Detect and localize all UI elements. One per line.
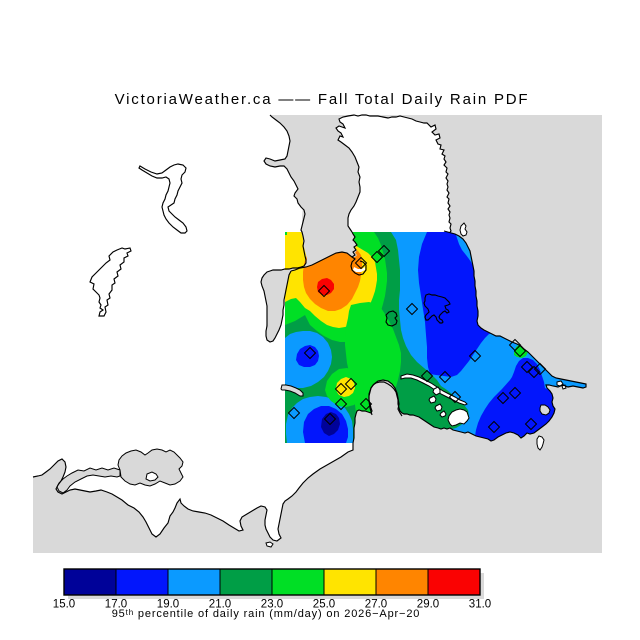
svg-text:VictoriaWeather.ca —— Fall Tot: VictoriaWeather.ca —— Fall Total Daily R… bbox=[115, 91, 530, 108]
svg-text:19.0: 19.0 bbox=[157, 599, 179, 611]
svg-text:21.0: 21.0 bbox=[209, 599, 231, 611]
svg-text:29.0: 29.0 bbox=[417, 599, 439, 611]
svg-text:25.0: 25.0 bbox=[313, 599, 335, 611]
svg-text:95th percentile of daily rain: 95th percentile of daily rain (mm/day) o… bbox=[112, 608, 421, 620]
svg-text:15.0: 15.0 bbox=[53, 599, 75, 611]
svg-text:23.0: 23.0 bbox=[261, 599, 283, 611]
svg-text:31.0: 31.0 bbox=[469, 599, 491, 611]
svg-text:17.0: 17.0 bbox=[105, 599, 127, 611]
svg-text:27.0: 27.0 bbox=[365, 599, 387, 611]
